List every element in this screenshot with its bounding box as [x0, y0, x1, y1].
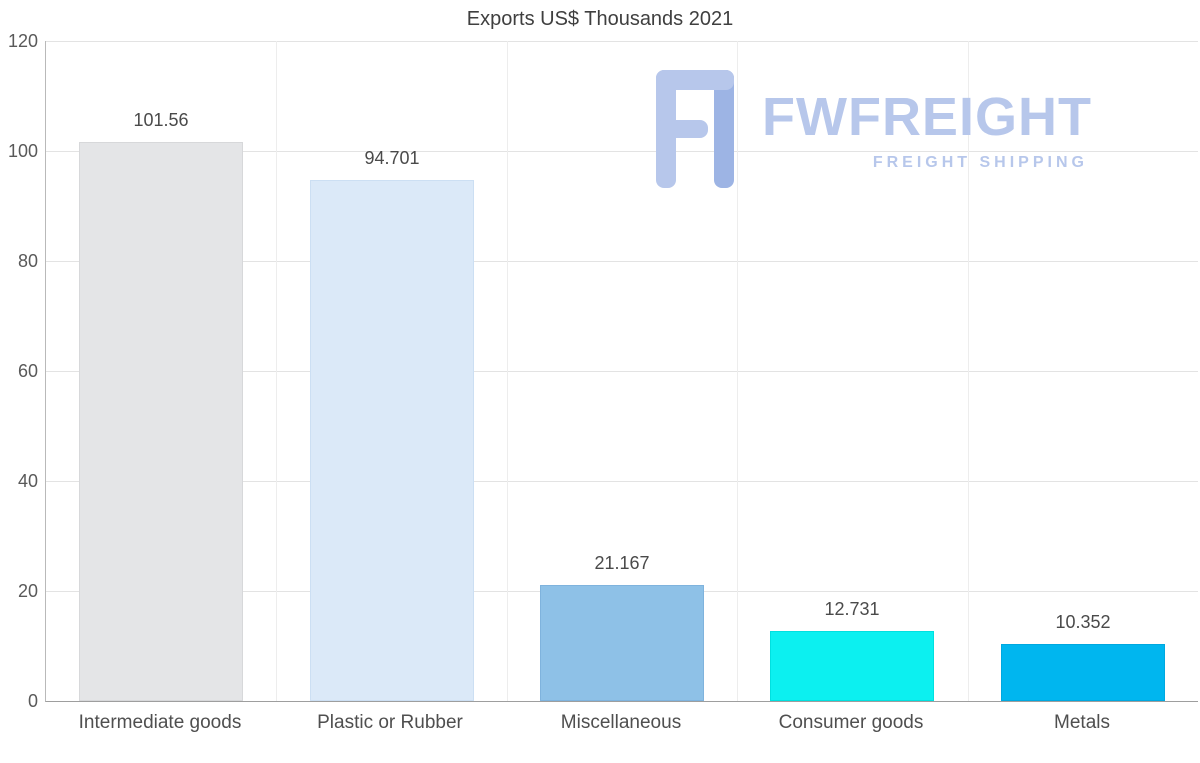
y-tick-label: 100: [7, 141, 38, 161]
y-tick-label: 120: [7, 31, 38, 51]
bar-value-label: 10.352: [1055, 612, 1111, 633]
plot-area: 101.56 94.701 21.167 12.731 10.352: [45, 41, 1198, 702]
bar-value-label: 21.167: [594, 552, 650, 573]
x-tick-label: Intermediate goods: [78, 712, 242, 733]
gridline-horizontal: [46, 371, 1198, 372]
bar-value-label: 12.731: [824, 598, 880, 619]
gridline-vertical: [737, 41, 738, 701]
gridline-vertical: [968, 41, 969, 701]
y-tick-label: 80: [17, 251, 38, 271]
bar-consumer-goods: [770, 631, 934, 701]
chart-title: Exports US$ Thousands 2021: [466, 8, 734, 30]
bar-value-label: 94.701: [364, 148, 420, 169]
bar-intermediate-goods: [79, 142, 243, 701]
x-tick-label: Plastic or Rubber: [317, 712, 463, 733]
bar-value-label: 101.56: [133, 110, 189, 131]
x-tick-label: Consumer goods: [778, 712, 924, 733]
bar-miscellaneous: [540, 585, 704, 701]
x-tick-label: Metals: [1054, 712, 1110, 733]
gridline-horizontal: [46, 41, 1198, 42]
bar-metals: [1001, 644, 1165, 701]
gridline-horizontal: [46, 261, 1198, 262]
x-tick-label: Miscellaneous: [560, 712, 682, 733]
y-tick-label: 0: [27, 691, 38, 711]
gridline-horizontal: [46, 151, 1198, 152]
y-tick-label: 40: [17, 471, 38, 491]
bar-plastic-or-rubber: [310, 180, 474, 701]
y-tick-label: 20: [17, 581, 38, 601]
gridline-horizontal: [46, 481, 1198, 482]
gridline-vertical: [507, 41, 508, 701]
gridline-vertical: [276, 41, 277, 701]
y-tick-label: 60: [17, 361, 38, 381]
